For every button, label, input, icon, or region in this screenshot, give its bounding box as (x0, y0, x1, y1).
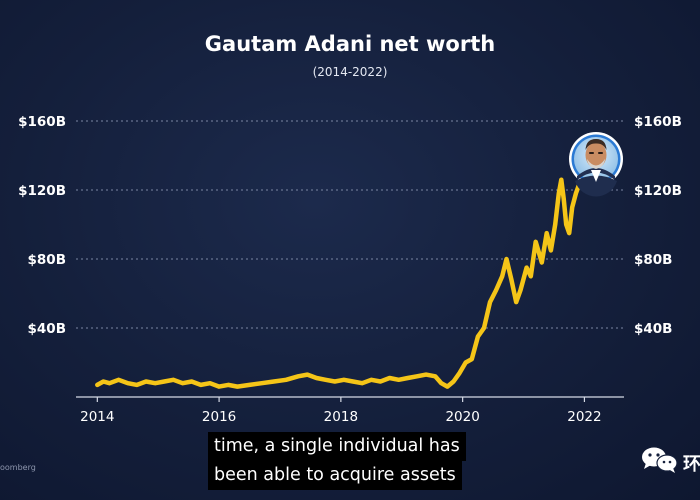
chart-title: Gautam Adani net worth (204, 32, 496, 56)
channel-name-fragment: 环 (683, 454, 700, 475)
wechat-logo-icon (642, 447, 678, 473)
x-tick-label: 2016 (202, 409, 236, 425)
x-tick-label: 2022 (567, 409, 601, 425)
y-tick-label-right: $160B (634, 114, 682, 130)
x-tick-label: 2020 (445, 409, 479, 425)
chart-subtitle: (2014-2022) (312, 65, 388, 79)
tick-layer: $40B $40B $80B $80B $120B $120B $160B $160B 2014… (18, 114, 682, 425)
y-tick-label-left: $80B (28, 252, 66, 268)
y-tick-label-right: $40B (634, 321, 672, 337)
y-tick-label-left: $40B (28, 321, 66, 337)
y-tick-label-right: $120B (634, 183, 682, 199)
caption-line-2: been able to acquire assets (208, 461, 462, 490)
y-tick-label-left: $120B (18, 183, 66, 199)
y-tick-label-left: $160B (18, 114, 66, 130)
portrait-marker (569, 132, 623, 197)
x-tick-label: 2018 (324, 409, 358, 425)
source-watermark: oomberg (0, 463, 36, 472)
caption-line-1: time, a single individual has (208, 432, 466, 461)
y-tick-label-right: $80B (634, 252, 672, 268)
line-layer (95, 177, 582, 389)
net-worth-line (95, 177, 582, 389)
x-tick-label: 2014 (80, 409, 114, 425)
video-caption: time, a single individual has been able … (208, 432, 466, 490)
